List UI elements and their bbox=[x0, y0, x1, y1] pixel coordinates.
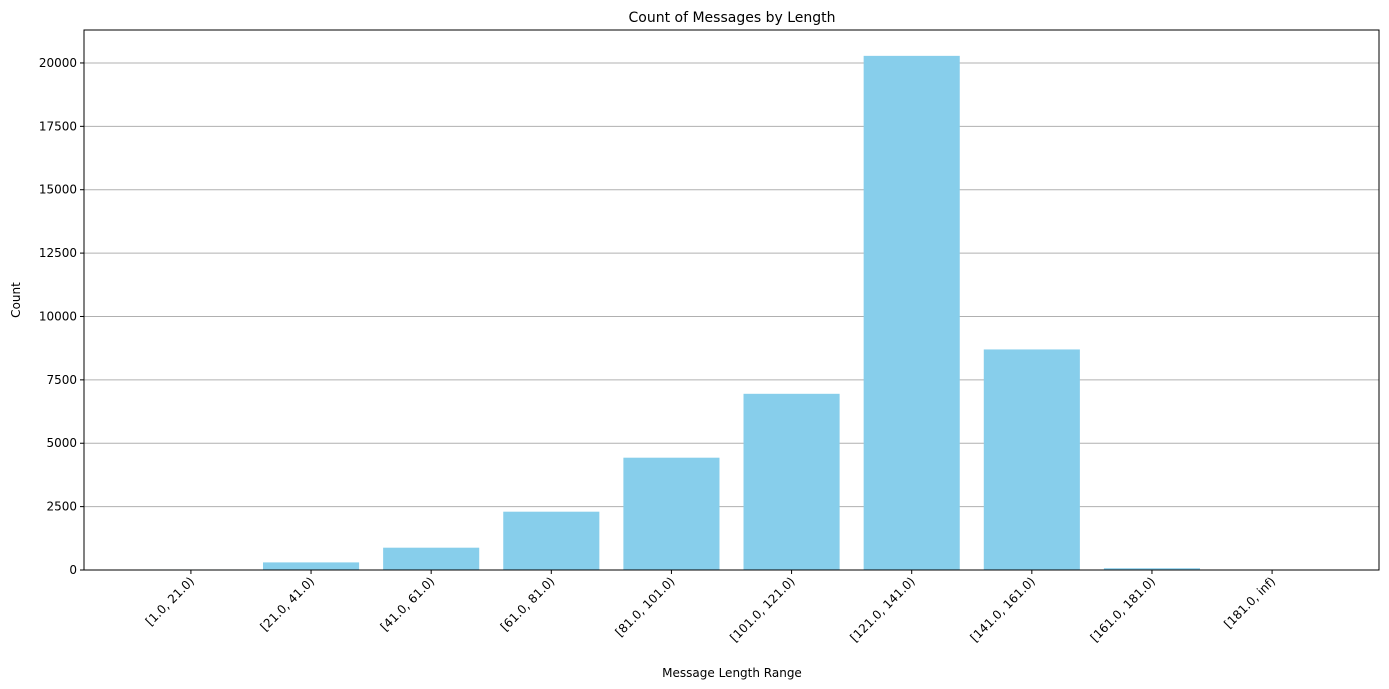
x-axis-ticks: [1.0, 21.0) [21.0, 41.0) [41.0, 61.0) [61.0… bbox=[143, 570, 1278, 645]
y-tick-label: 5000 bbox=[46, 436, 77, 450]
x-tick-label: [1.0, 21.0) bbox=[143, 574, 197, 628]
x-tick-label: [121.0, 141.0) bbox=[847, 574, 918, 645]
x-tick-label: [141.0, 161.0) bbox=[967, 574, 1038, 645]
x-tick-label: [101.0, 121.0) bbox=[727, 574, 798, 645]
y-tick-label: 0 bbox=[69, 563, 77, 577]
x-tick-label: [161.0, 181.0) bbox=[1088, 574, 1159, 645]
bar bbox=[503, 511, 600, 570]
bar bbox=[383, 547, 480, 570]
y-tick-label: 2500 bbox=[46, 500, 77, 514]
y-tick-label: 7500 bbox=[46, 373, 77, 387]
bars bbox=[142, 55, 1321, 571]
x-tick-label: [81.0, 101.0) bbox=[612, 574, 677, 639]
y-tick-label: 12500 bbox=[39, 246, 77, 260]
y-tick-label: 17500 bbox=[39, 119, 77, 133]
x-tick-label: [61.0, 81.0) bbox=[498, 574, 558, 634]
y-tick-label: 15000 bbox=[39, 183, 77, 197]
bar bbox=[623, 457, 720, 570]
x-tick-label: [41.0, 61.0) bbox=[378, 574, 438, 634]
chart-title: Count of Messages by Length bbox=[629, 10, 836, 26]
bar bbox=[262, 562, 360, 570]
y-tick-label: 20000 bbox=[39, 56, 77, 70]
x-axis-label: Message Length Range bbox=[662, 666, 802, 680]
bar bbox=[983, 349, 1080, 570]
bar bbox=[863, 55, 960, 571]
gridlines bbox=[84, 62, 1379, 508]
y-axis-label: Count bbox=[9, 282, 23, 318]
x-tick-label: [21.0, 41.0) bbox=[257, 574, 317, 634]
y-tick-label: 10000 bbox=[39, 309, 77, 323]
x-tick-label: [181.0, inf) bbox=[1221, 574, 1278, 631]
plot-frame bbox=[83, 29, 1380, 571]
y-axis-ticks: 0 2500 5000 7500 10000 12500 15000 17500 20000 bbox=[39, 56, 84, 577]
bar bbox=[743, 393, 840, 570]
bar bbox=[1103, 568, 1201, 570]
